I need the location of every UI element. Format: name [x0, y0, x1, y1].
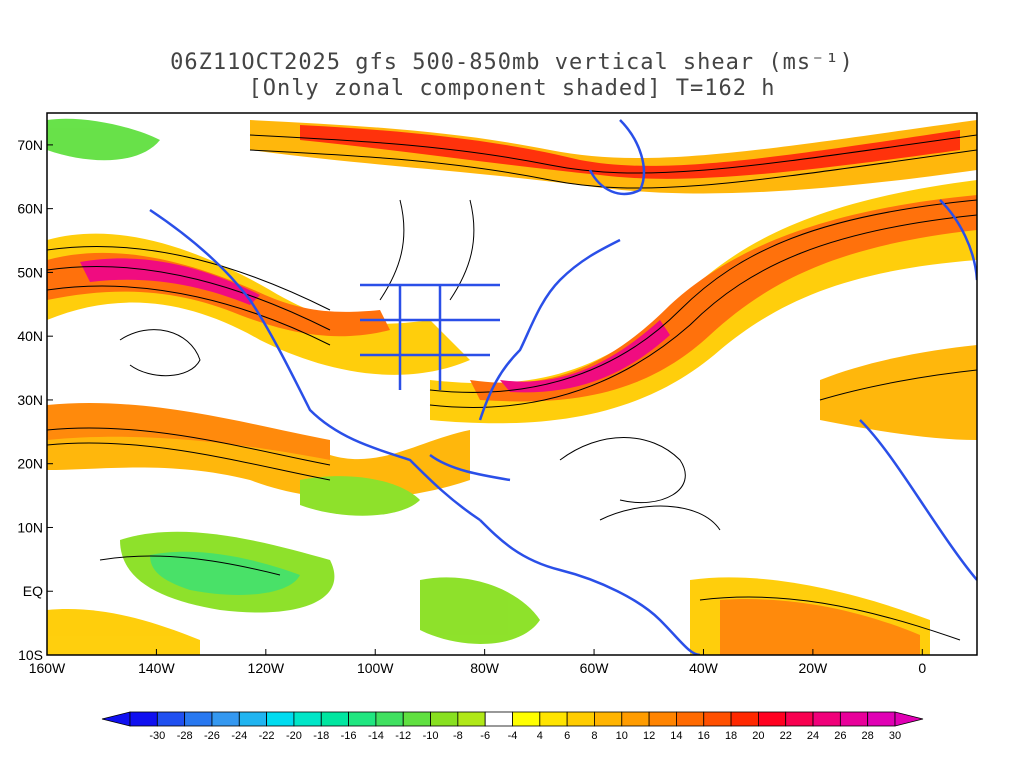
colorbar-label: -16 — [341, 730, 357, 742]
colorbar-low-arrow — [101, 711, 131, 727]
plot-area — [47, 113, 977, 655]
colorbar-label: -14 — [368, 730, 384, 742]
colorbar-swatch — [621, 711, 650, 727]
x-tick-label: 160W — [29, 660, 66, 676]
x-tick-label: 60W — [580, 660, 610, 676]
colorbar-swatch — [812, 711, 841, 727]
colorbar-label: -4 — [508, 730, 518, 742]
x-tick-label: 20W — [798, 660, 828, 676]
x-tick-label: 120W — [248, 660, 285, 676]
colorbar-swatch — [785, 711, 814, 727]
colorbar-swatch — [238, 711, 268, 727]
colorbar-swatch — [512, 711, 541, 727]
colorbar-swatch — [184, 711, 213, 727]
colorbar-swatch — [676, 711, 705, 727]
x-tick-label: 140W — [138, 660, 175, 676]
colorbar-label: -24 — [231, 730, 247, 742]
colorbar-label: 8 — [591, 730, 597, 742]
colorbar-swatch — [566, 711, 595, 727]
colorbar-label: 26 — [834, 730, 846, 742]
colorbar-label: -12 — [395, 730, 411, 742]
colorbar-label: 6 — [564, 730, 570, 742]
y-tick-label: 30N — [17, 392, 43, 408]
x-tick-label: 0 — [918, 660, 926, 676]
colorbar-label: -20 — [286, 730, 302, 742]
y-tick-label: 20N — [17, 456, 43, 472]
y-tick-label: 10N — [17, 519, 43, 535]
colorbar-label: 14 — [670, 730, 682, 742]
x-tick-label: 80W — [470, 660, 500, 676]
colorbar-label: -26 — [204, 730, 220, 742]
colorbar-swatch — [402, 711, 431, 727]
figure-title-line2: [Only zonal component shaded] T=162 h — [248, 76, 776, 101]
colorbar-swatch — [839, 711, 869, 727]
colorbar-swatch — [129, 711, 158, 727]
colorbar-label: 4 — [537, 730, 543, 742]
shear-shading — [47, 118, 977, 655]
colorbar-swatch — [156, 711, 186, 727]
colorbar-label: -30 — [149, 730, 165, 742]
colorbar-label: 20 — [752, 730, 764, 742]
colorbar-swatch — [266, 711, 295, 727]
figure-title-line1: 06Z11OCT2025 gfs 500-850mb vertical shea… — [170, 50, 854, 75]
colorbar-label: 18 — [725, 730, 737, 742]
colorbar-swatch — [484, 711, 513, 727]
colorbar-label: 16 — [698, 730, 710, 742]
colorbar: -30 -28 -26 -24 -22 -20 -18 -16 -14 -12 -10 -8 -6 -4 4… — [101, 711, 924, 742]
plot-frame — [46, 112, 978, 656]
streamlines — [47, 134, 977, 641]
colorbar-label: -10 — [423, 730, 439, 742]
y-tick-label: 50N — [17, 264, 43, 280]
x-tick-label: 100W — [357, 660, 394, 676]
y-tick-label: 70N — [17, 137, 43, 153]
colorbar-swatch — [348, 711, 377, 727]
y-tick-label: 60N — [17, 201, 43, 217]
colorbar-label: -6 — [480, 730, 490, 742]
colorbar-label: 24 — [807, 730, 819, 742]
colorbar-swatch — [648, 711, 677, 727]
y-axis: 70N 60N 50N 40N 30N 20N 10N EQ 10S — [17, 137, 53, 663]
colorbar-label: -28 — [177, 730, 193, 742]
colorbar-swatch — [867, 711, 896, 727]
colorbar-swatch — [293, 711, 322, 727]
colorbar-label: 30 — [889, 730, 901, 742]
colorbar-swatch — [757, 711, 787, 727]
colorbar-swatch — [457, 711, 486, 727]
colorbar-label: -8 — [453, 730, 463, 742]
x-axis: 160W 140W 120W 100W 80W 60W 40W 20W 0 — [29, 649, 926, 676]
colorbar-label: -22 — [259, 730, 275, 742]
colorbar-swatch — [375, 711, 404, 727]
colorbar-label: -18 — [313, 730, 329, 742]
colorbar-label: 22 — [780, 730, 792, 742]
colorbar-swatch — [211, 711, 240, 727]
colorbar-swatch — [539, 711, 568, 727]
colorbar-high-arrow — [894, 711, 924, 727]
colorbar-label: 10 — [616, 730, 628, 742]
y-tick-label: EQ — [23, 583, 43, 599]
coastlines — [149, 119, 977, 655]
y-tick-label: 40N — [17, 328, 43, 344]
colorbar-swatch — [703, 711, 732, 727]
colorbar-swatch — [730, 711, 759, 727]
colorbar-swatch — [320, 711, 349, 727]
colorbar-swatch — [430, 711, 459, 727]
colorbar-label: 12 — [643, 730, 655, 742]
y-tick-label: 10S — [18, 647, 43, 663]
colorbar-label: 28 — [862, 730, 874, 742]
x-tick-label: 40W — [689, 660, 719, 676]
colorbar-swatch — [594, 711, 623, 727]
